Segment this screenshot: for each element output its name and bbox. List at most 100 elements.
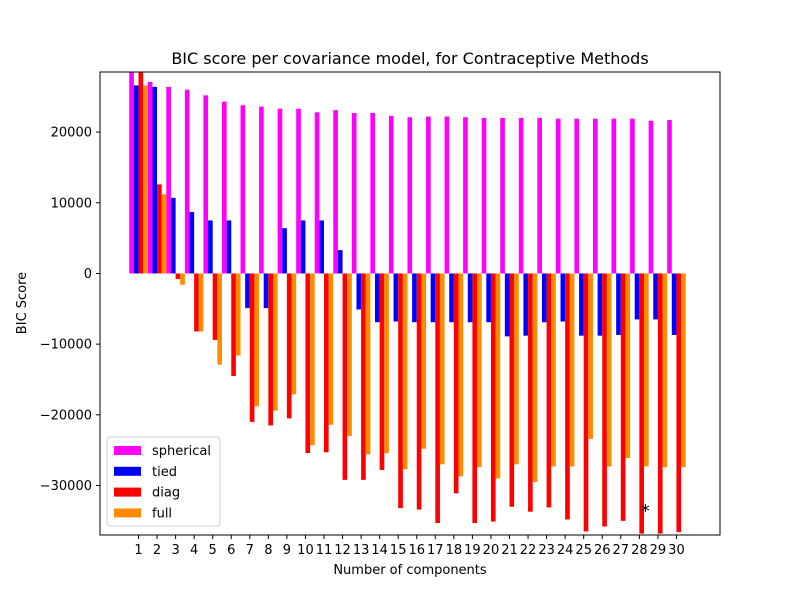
bar-full-1 — [143, 85, 148, 274]
bar-full-29 — [662, 273, 668, 468]
x-tick-label-18: 18 — [446, 543, 463, 558]
bar-tied-9 — [282, 228, 287, 274]
x-tick-label-2: 2 — [153, 543, 161, 558]
bar-diag-25 — [583, 273, 589, 532]
bar-spherical-13 — [351, 113, 357, 274]
bar-spherical-4 — [184, 89, 190, 274]
bar-diag-2 — [157, 184, 162, 274]
bar-spherical-18 — [444, 116, 450, 274]
bar-spherical-27 — [611, 118, 617, 274]
y-tick-label--10000: −10000 — [40, 338, 92, 353]
bar-diag-15 — [398, 273, 403, 509]
bar-spherical-17 — [426, 116, 431, 274]
bar-spherical-25 — [574, 118, 580, 274]
bar-spherical-6 — [221, 101, 227, 274]
bar-diag-18 — [453, 273, 459, 494]
bar-spherical-1 — [129, 72, 134, 274]
x-tick-label-29: 29 — [650, 543, 667, 558]
legend-swatch-tied — [114, 466, 141, 476]
chart-title: BIC score per covariance model, for Cont… — [171, 49, 648, 68]
bar-full-2 — [161, 194, 167, 274]
bar-full-7 — [254, 273, 260, 407]
x-tick-label-21: 21 — [501, 543, 518, 558]
bar-diag-17 — [435, 273, 440, 523]
bar-spherical-9 — [277, 108, 283, 274]
bar-diag-7 — [249, 273, 255, 422]
bar-full-23 — [551, 273, 556, 467]
bar-tied-10 — [300, 220, 306, 274]
x-tick-label-10: 10 — [297, 543, 314, 558]
bar-diag-14 — [379, 273, 385, 470]
bar-tied-24 — [560, 273, 566, 322]
bar-diag-27 — [620, 273, 626, 521]
bar-tied-13 — [356, 273, 362, 310]
bar-full-6 — [235, 273, 241, 356]
bar-full-21 — [514, 273, 519, 465]
x-tick-label-14: 14 — [371, 543, 388, 558]
x-tick-label-30: 30 — [668, 543, 685, 558]
bar-tied-20 — [486, 273, 491, 323]
bar-full-8 — [272, 273, 278, 411]
legend-label-diag: diag — [152, 486, 180, 501]
bar-tied-22 — [523, 273, 529, 336]
bar-full-20 — [495, 273, 501, 479]
x-tick-label-1: 1 — [134, 543, 142, 558]
x-tick-label-17: 17 — [427, 543, 444, 558]
plot-frame — [99, 71, 721, 536]
bar-diag-29 — [657, 273, 663, 534]
bar-full-16 — [421, 273, 427, 449]
bar-tied-23 — [541, 273, 547, 323]
bars-layer — [129, 72, 686, 534]
bar-spherical-19 — [463, 117, 468, 274]
bar-full-14 — [384, 273, 389, 454]
x-axis-title: Number of components — [333, 563, 487, 578]
bar-diag-3 — [175, 273, 181, 280]
x-tick-label-25: 25 — [575, 543, 592, 558]
bar-full-13 — [365, 273, 371, 455]
bar-spherical-10 — [296, 108, 301, 274]
bar-full-27 — [625, 273, 631, 458]
bar-spherical-5 — [203, 95, 209, 274]
y-tick-label-0: 0 — [84, 267, 92, 282]
bar-diag-8 — [268, 273, 273, 426]
bar-tied-26 — [597, 273, 603, 336]
bar-tied-25 — [579, 273, 584, 336]
bar-diag-22 — [528, 273, 533, 512]
bar-full-25 — [588, 273, 593, 439]
x-tick-label-22: 22 — [520, 543, 537, 558]
x-tick-label-15: 15 — [390, 543, 407, 558]
bar-spherical-22 — [518, 117, 524, 274]
bar-full-3 — [180, 273, 185, 285]
legend-swatch-spherical — [114, 446, 141, 455]
bar-diag-24 — [565, 273, 570, 520]
x-tick-label-26: 26 — [594, 543, 611, 558]
bar-spherical-15 — [388, 115, 394, 274]
bar-spherical-11 — [314, 112, 320, 274]
bar-spherical-2 — [147, 81, 153, 274]
bar-tied-14 — [375, 273, 380, 323]
bar-diag-9 — [286, 273, 292, 419]
bar-spherical-28 — [630, 118, 635, 274]
bar-diag-30 — [676, 273, 682, 533]
bar-full-11 — [328, 273, 334, 425]
bar-tied-27 — [616, 273, 621, 335]
x-tick-label-6: 6 — [227, 543, 235, 558]
x-tick-label-12: 12 — [334, 543, 351, 558]
y-axis: −30000 −20000 −10000 0 10000 20000 — [40, 126, 100, 494]
bar-tied-17 — [430, 273, 436, 323]
bar-diag-6 — [231, 273, 236, 376]
bar-tied-21 — [504, 273, 510, 337]
bar-full-26 — [606, 273, 612, 467]
bar-full-15 — [402, 273, 408, 470]
bar-tied-4 — [189, 211, 195, 274]
bar-full-4 — [198, 273, 204, 332]
x-tick-label-27: 27 — [613, 543, 630, 558]
bar-spherical-29 — [648, 120, 654, 274]
legend-swatch-diag — [114, 487, 141, 497]
x-tick-label-7: 7 — [246, 543, 254, 558]
x-axis: 1 2 3 4 5 6 7 8 9 10 11 12 13 14 15 16 17 18 19 20 21 22 23 24 2… — [134, 535, 685, 558]
bar-full-24 — [569, 273, 575, 467]
bar-tied-3 — [170, 197, 176, 274]
bar-tied-2 — [152, 86, 158, 274]
y-tick-label--30000: −30000 — [40, 479, 92, 494]
